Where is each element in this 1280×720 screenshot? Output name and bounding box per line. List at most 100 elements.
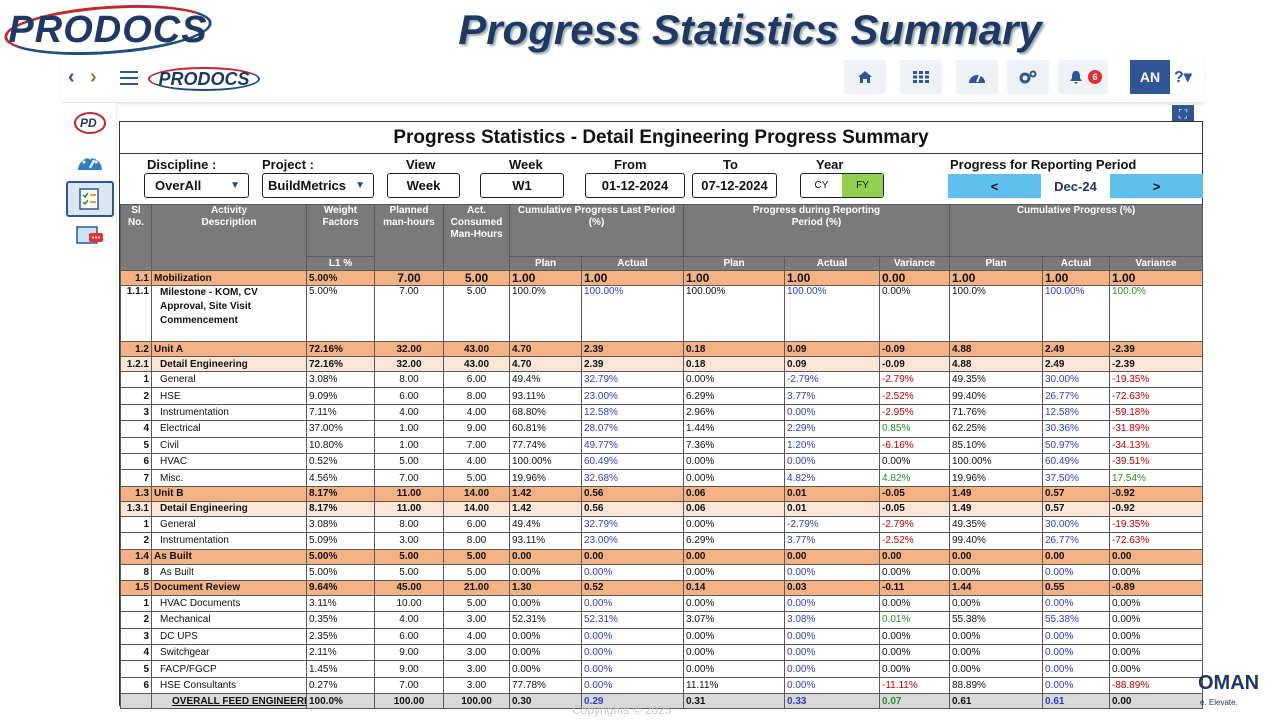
table-row[interactable]: 5 Civil 10.80% 1.00 7.00 77.74% 49.77% 7.36% 1.2… [120, 436, 1203, 454]
cell-ra: 0.00% [784, 644, 880, 662]
notifications-button[interactable]: 6 [1058, 60, 1108, 94]
settings-button[interactable] [1007, 60, 1049, 94]
cell-d: Switchgear [151, 644, 307, 662]
table-row[interactable]: 1.1 Mobilization 5.00% 7.00 5.00 1.00 1.00 1.00… [120, 270, 1203, 286]
table-row[interactable]: 4 Electrical 37.00% 1.00 9.00 60.81% 28.07% 1.4… [120, 420, 1203, 438]
app-logo[interactable]: PRODOCS [148, 65, 260, 93]
table-row[interactable]: 1.2.1 Detail Engineering 72.16% 32.00 43.00 4… [120, 356, 1203, 372]
cell-ca: 30.00% [1042, 370, 1110, 389]
view-select[interactable]: Week [387, 173, 460, 198]
project-select[interactable]: BuildMetrics ▼ [262, 173, 374, 198]
table-row[interactable]: 2 Mechanical 0.35% 4.00 3.00 52.31% 52.31% 3.07… [120, 611, 1203, 629]
table-row[interactable]: 1 General 3.08% 8.00 6.00 49.4% 32.79% 0.00% -2.… [120, 515, 1203, 534]
table-row[interactable]: 1.2 Unit A 72.16% 32.00 43.00 4.70 2.39 0.18 0.0… [120, 341, 1203, 357]
monitor-icon[interactable] [66, 219, 114, 255]
cell-cv: -0.92 [1109, 485, 1203, 502]
table-row[interactable]: 6 HVAC 0.52% 5.00 4.00 100.00% 60.49% 0.00% 0.00… [120, 452, 1203, 471]
gauge-icon[interactable] [66, 143, 114, 179]
home-button[interactable] [844, 60, 886, 94]
cell-sl: 2 [120, 532, 152, 550]
table-row[interactable]: 1.5 Document Review 9.64% 45.00 21.00 1.30 0.5… [120, 579, 1203, 596]
next-period-button[interactable]: > [1110, 174, 1203, 198]
expand-icon[interactable]: ⛶ [1172, 105, 1194, 123]
cell-w: 7.11% [306, 403, 375, 422]
cell-la: 1.00 [581, 270, 684, 286]
cell-c: 4.00 [443, 403, 510, 422]
table-row[interactable]: 3 Instrumentation 7.11% 4.00 4.00 68.80% 12.58… [120, 403, 1203, 422]
table-row[interactable]: OVERALL FEED ENGINEERING100.0%100.00100.… [120, 693, 1203, 710]
checklist-icon[interactable] [66, 181, 114, 217]
week-select[interactable]: W1 [480, 173, 564, 198]
user-avatar[interactable]: AN [1130, 60, 1170, 94]
prev-period-button[interactable]: < [948, 174, 1041, 198]
table-row[interactable]: 4 Switchgear 2.11% 9.00 3.00 0.00% 0.00% 0.00% 0… [120, 644, 1203, 662]
cell-la: 32.79% [581, 515, 684, 534]
table-row[interactable]: 6 HSE Consultants 0.27% 7.00 3.00 77.78% 0.00%… [120, 676, 1203, 695]
cell-sl: 4 [120, 644, 152, 662]
from-date-input[interactable]: 01-12-2024 [585, 173, 685, 198]
to-date-input[interactable]: 07-12-2024 [692, 173, 777, 198]
cell-ra: 0.00 [784, 548, 880, 565]
cell-c: 3.00 [443, 644, 510, 662]
pd-logo-icon[interactable]: PD [66, 105, 114, 141]
cell-rv: 0.00% [879, 563, 950, 581]
cell-p: 32.00 [374, 341, 444, 357]
cell-sl: 1.4 [120, 548, 152, 565]
cell-c: 100.00 [443, 693, 510, 710]
table-row[interactable]: 2 Instrumentation 5.09% 3.00 8.00 93.11% 23.00… [120, 532, 1203, 550]
cell-ra: 0.03 [784, 579, 880, 596]
cell-cv: -34.13% [1109, 436, 1203, 454]
discipline-label: Discipline : [147, 157, 217, 172]
back-icon[interactable]: ‹ [68, 66, 75, 88]
table-row[interactable]: 1 General 3.08% 8.00 6.00 49.4% 32.79% 0.00% -2.… [120, 370, 1203, 389]
cell-cp: 99.40% [949, 532, 1043, 550]
table-row[interactable]: 1.4 As Built 5.00% 5.00 5.00 0.00 0.00 0.00 0.00… [120, 548, 1203, 565]
grid-button[interactable] [900, 60, 942, 94]
table-row[interactable]: 2 HSE 9.09% 6.00 8.00 93.11% 23.00% 6.29% 3.77% -… [120, 387, 1203, 405]
cell-rp: 3.07% [683, 611, 785, 629]
cell-p: 6.00 [374, 387, 444, 405]
year-cy-option[interactable]: CY [814, 180, 829, 191]
cell-rv: 0.00 [879, 548, 950, 565]
forward-icon[interactable]: › [90, 66, 97, 88]
dashboard-button[interactable] [956, 60, 998, 94]
cell-la: 28.07% [581, 420, 684, 438]
menu-icon[interactable] [120, 71, 138, 85]
cell-ra: 0.09 [784, 341, 880, 357]
header-plan: Plan [949, 256, 1043, 271]
cell-lp: 68.80% [509, 403, 582, 422]
slide-title: Progress Statistics Summary [458, 6, 1042, 53]
help-icon[interactable]: ?▾ [1174, 69, 1192, 86]
cell-cv: 0.00% [1109, 644, 1203, 662]
cell-d: Instrumentation [151, 403, 307, 422]
cell-la: 60.49% [581, 452, 684, 471]
year-fy-option[interactable]: FY [842, 174, 883, 197]
cell-p: 3.00 [374, 532, 444, 550]
cell-w: 3.11% [306, 594, 375, 613]
cell-cp: 0.00% [949, 627, 1043, 646]
cell-d: DC UPS [151, 627, 307, 646]
table-row[interactable]: 3 DC UPS 2.35% 6.00 4.00 0.00% 0.00% 0.00% 0.00%… [120, 627, 1203, 646]
header-actual: Actual [784, 256, 880, 271]
cell-ra: 0.33 [784, 693, 880, 710]
cell-rp: 11.11% [683, 676, 785, 695]
table-row[interactable]: 1 HVAC Documents 3.11% 10.00 5.00 0.00% 0.00% 0… [120, 594, 1203, 613]
table-row[interactable]: 7 Misc. 4.56% 7.00 5.00 19.96% 32.68% 0.00% 4.82… [120, 469, 1203, 487]
cell-cv: 0.00% [1109, 594, 1203, 613]
table-row[interactable]: 5 FACP/FGCP 1.45% 9.00 3.00 0.00% 0.00% 0.00% 0.… [120, 660, 1203, 678]
table-row[interactable]: 1.1.1 Milestone - KOM, CV Approval, Site … [120, 285, 1203, 342]
cell-cv: 100.0% [1109, 285, 1203, 342]
cell-ca: 26.77% [1042, 387, 1110, 405]
table-row[interactable]: 1.3 Unit B 8.17% 11.00 14.00 1.42 0.56 0.06 0.01… [120, 485, 1203, 502]
period-navigator: < Dec-24 > [948, 174, 1203, 198]
cell-sl: 1.2 [120, 341, 152, 357]
year-toggle[interactable]: CY FY [800, 173, 884, 198]
cell-rv: 0.01% [879, 611, 950, 629]
cell-lp: 19.96% [509, 469, 582, 487]
table-row[interactable]: 1.3.1 Detail Engineering 8.17% 11.00 14.00 1.… [120, 500, 1203, 517]
dashboard-icon [969, 74, 985, 83]
table-row[interactable]: 8 As Built 5.00% 5.00 5.00 0.00% 0.00% 0.00% 0.0… [120, 563, 1203, 581]
discipline-select[interactable]: OverAll ▼ [144, 173, 249, 198]
cell-ra: -2.79% [784, 370, 880, 389]
